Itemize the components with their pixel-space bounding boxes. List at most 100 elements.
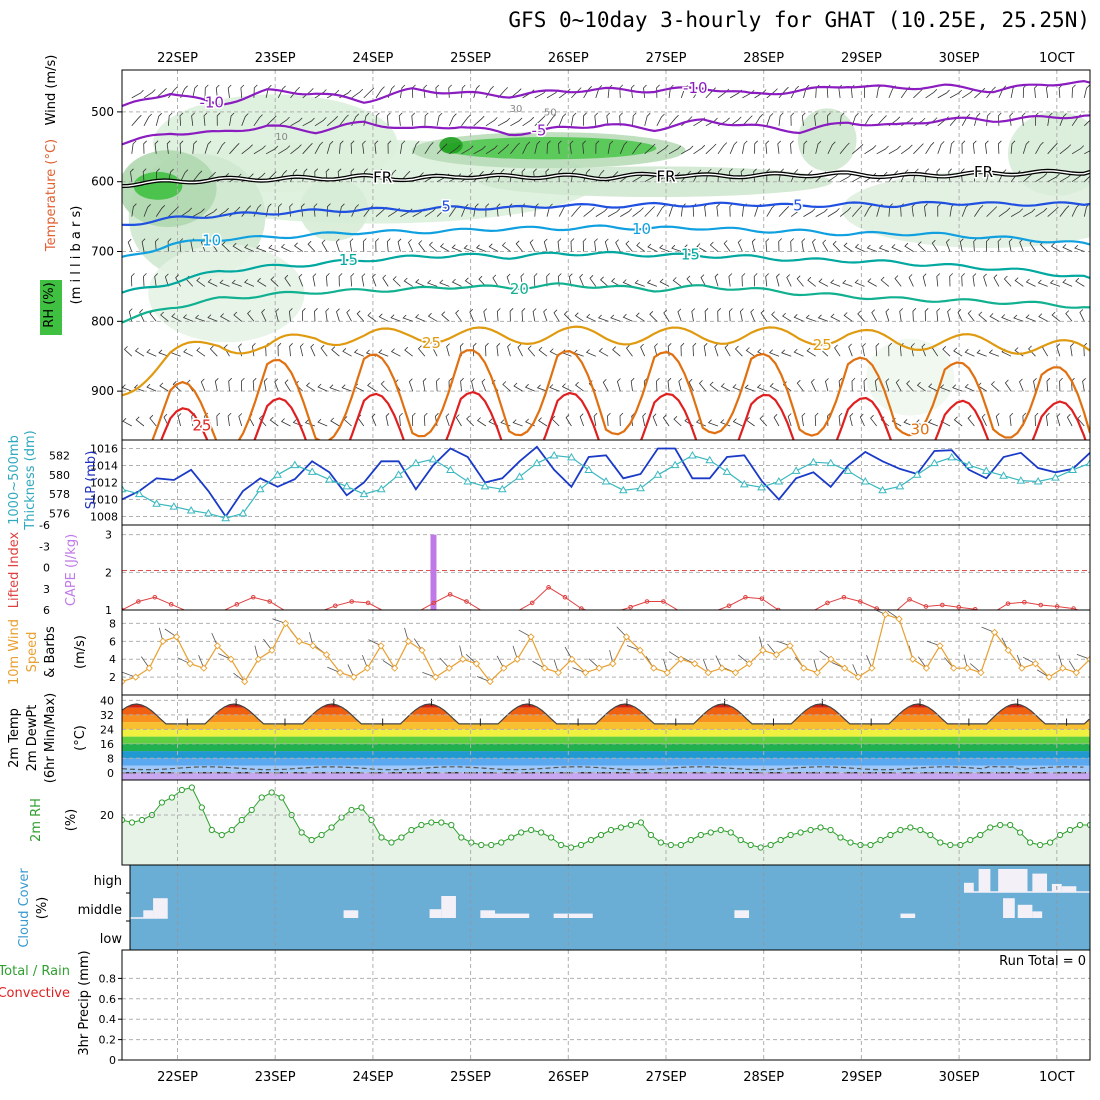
wind-barb — [672, 277, 682, 287]
wind-barb — [646, 279, 658, 287]
isotherm-label: 15 — [339, 251, 358, 269]
wind10m-marker — [568, 655, 576, 663]
wind-barb — [288, 308, 293, 322]
wind-ylabel-1: 10m Wind — [7, 619, 22, 685]
wind10m-marker — [254, 655, 262, 663]
wind-barb — [635, 312, 645, 322]
wind-barb — [692, 342, 697, 357]
wind-barb — [277, 85, 286, 99]
isotherm-line — [122, 224, 1090, 258]
wind-barb — [583, 207, 595, 217]
wind-barb — [534, 140, 541, 154]
wind-barb — [1065, 310, 1073, 322]
li-tick-label: 3 — [43, 583, 50, 596]
wind-barb — [339, 140, 344, 154]
wind-barb — [325, 273, 330, 287]
rh-marker — [767, 841, 774, 849]
wind-barb — [483, 308, 488, 322]
wind-barb — [729, 116, 742, 127]
wind10m-marker — [677, 655, 685, 663]
isotherm-label: 5 — [441, 197, 451, 215]
rh-marker — [877, 836, 884, 844]
wind10m-marker — [200, 664, 208, 672]
wind-barb — [363, 168, 368, 182]
wind-barb — [925, 168, 930, 182]
wind-barb — [594, 238, 598, 252]
wind10m-marker — [500, 664, 508, 672]
wind-barb — [815, 140, 822, 154]
wind-barb — [634, 279, 645, 287]
rh-marker — [238, 816, 245, 824]
li-marker — [1071, 606, 1076, 610]
ua-ylabel-temp: Temperature (°C) — [44, 139, 59, 252]
wind-barb — [1035, 141, 1044, 154]
wind-barb — [827, 208, 840, 217]
precip-tick-label: 0.4 — [99, 1013, 117, 1026]
rh-marker — [468, 839, 475, 846]
cloud-level-high: high — [94, 874, 122, 889]
wind-barb — [891, 244, 902, 252]
wind-barb — [134, 347, 145, 357]
wind-barb — [903, 419, 914, 427]
wind-barb — [335, 238, 340, 252]
date-label-top: 24SEP — [352, 51, 393, 66]
cape-tick-label: 1 — [105, 604, 112, 617]
wind-barb — [432, 344, 438, 357]
wind-barb — [822, 239, 829, 252]
wind-barb — [867, 278, 877, 287]
thickness-marker — [739, 479, 749, 488]
wind-barb — [192, 170, 203, 182]
wind-barb — [346, 309, 352, 322]
wind-barb — [1028, 345, 1036, 357]
wind-barb — [278, 145, 291, 155]
date-label-bottom: 28SEP — [743, 1070, 784, 1085]
isotherm-label: 25 — [192, 417, 211, 435]
wind-barb — [1025, 314, 1036, 322]
date-label-top: 23SEP — [255, 51, 296, 66]
wind-barb — [439, 243, 450, 252]
wind-barb — [1047, 143, 1058, 155]
li-marker — [1005, 601, 1011, 606]
wind-barb — [253, 145, 266, 155]
isotherm-label: -10 — [199, 94, 224, 112]
wind-barb — [223, 344, 230, 357]
wind-barb — [716, 203, 721, 217]
wind-barb — [866, 244, 877, 252]
thickness-marker — [601, 477, 611, 485]
slp-tick-label: 1012 — [90, 477, 118, 490]
wind-barb — [803, 208, 816, 217]
rh-marker — [987, 824, 994, 831]
wind-barb — [924, 308, 929, 322]
wind-barb — [527, 345, 536, 357]
wind-barb — [827, 141, 836, 154]
wind-barb — [350, 140, 355, 154]
wind-barb — [182, 314, 193, 322]
rh-marker — [308, 836, 315, 844]
wind-barb — [227, 412, 232, 427]
wind-barb — [782, 312, 792, 322]
wind-barb — [298, 273, 304, 287]
wind-barb — [424, 112, 429, 126]
date-label-top: 28SEP — [743, 51, 784, 66]
thickness-marker — [134, 489, 144, 498]
wind10m-marker — [213, 642, 222, 650]
wind-barb — [851, 377, 856, 392]
wind-barb — [659, 244, 670, 252]
rh-marker — [348, 806, 355, 814]
thickness-marker — [895, 481, 905, 490]
wind-barb — [571, 87, 582, 99]
rh-marker — [378, 834, 385, 841]
li-marker — [858, 599, 863, 604]
li-tick-label: -6 — [39, 519, 50, 532]
li-marker — [250, 594, 256, 600]
rh-marker — [717, 826, 724, 834]
wind-barb — [1084, 119, 1090, 127]
temp-band — [122, 758, 1090, 766]
wind-barb — [302, 88, 314, 99]
rh-marker — [897, 826, 904, 834]
thickness-marker — [169, 502, 179, 510]
wind-barb — [154, 140, 159, 154]
cloud-bar-mid — [143, 910, 154, 918]
wind-barb — [1082, 378, 1086, 392]
panel-frame — [121, 949, 1091, 1061]
